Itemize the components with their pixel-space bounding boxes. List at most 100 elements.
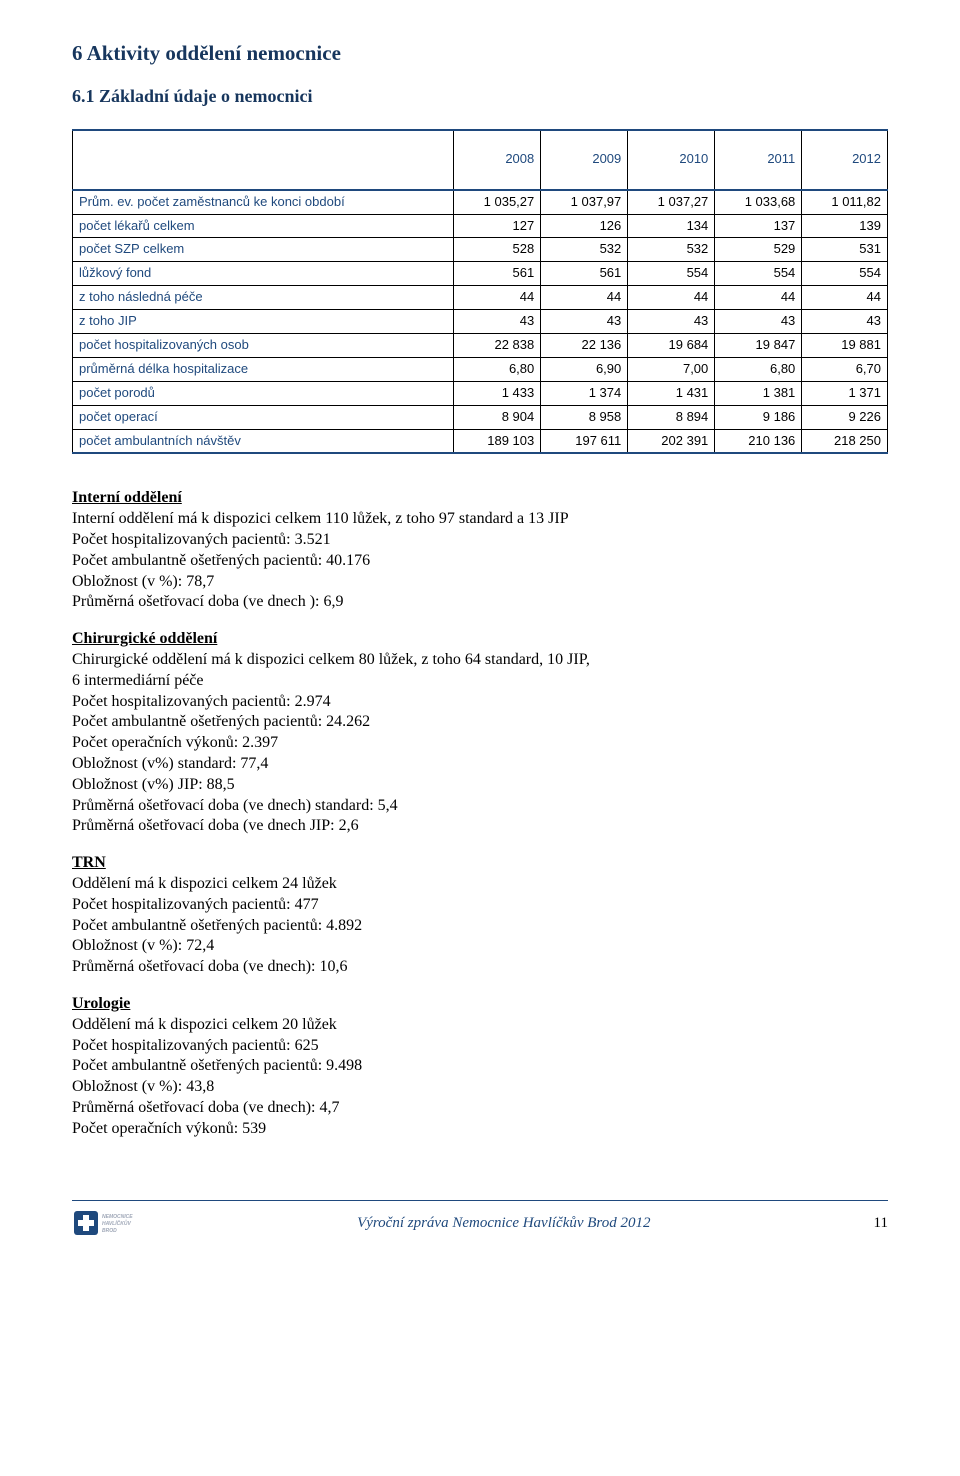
table-cell: 6,80: [715, 357, 802, 381]
section-line: Oddělení má k dispozici celkem 20 lůžek: [72, 1015, 888, 1036]
page-footer: NEMOCNICE HAVLÍČKŮV BROD Výroční zpráva …: [72, 1200, 888, 1241]
table-cell: 1 033,68: [715, 190, 802, 214]
table-cell: 22 838: [454, 334, 541, 358]
table-cell: 197 611: [541, 429, 628, 453]
section-line: Počet operačních výkonů: 2.397: [72, 733, 888, 754]
section-line: Průměrná ošetřovací doba (ve dnech): 4,7: [72, 1098, 888, 1119]
table-cell: 554: [628, 262, 715, 286]
table-cell: 210 136: [715, 429, 802, 453]
section-title: TRN: [72, 853, 888, 874]
section-line: Interní oddělení má k dispozici celkem 1…: [72, 509, 888, 530]
table-row: Prům. ev. počet zaměstnanců ke konci obd…: [73, 190, 888, 214]
table-cell: 8 958: [541, 405, 628, 429]
table-cell: 44: [628, 286, 715, 310]
table-cell: 137: [715, 214, 802, 238]
table-cell: 127: [454, 214, 541, 238]
table-cell: 1 374: [541, 381, 628, 405]
table-cell: 6,70: [802, 357, 888, 381]
section-line: Obložnost (v %): 43,8: [72, 1077, 888, 1098]
table-row: počet lékařů celkem127126134137139: [73, 214, 888, 238]
table-cell: počet ambulantních návštěv: [73, 429, 454, 453]
section-line: Průměrná ošetřovací doba (ve dnech): 10,…: [72, 957, 888, 978]
table-row: průměrná délka hospitalizace6,806,907,00…: [73, 357, 888, 381]
table-cell: 1 433: [454, 381, 541, 405]
table-cell: 561: [541, 262, 628, 286]
table-cell: 1 037,27: [628, 190, 715, 214]
table-header-cell: [73, 130, 454, 190]
section-line: Počet hospitalizovaných pacientů: 3.521: [72, 530, 888, 551]
table-row: lůžkový fond561561554554554: [73, 262, 888, 286]
hospital-logo-icon: NEMOCNICE HAVLÍČKŮV BROD: [72, 1207, 134, 1241]
section-urologie: Urologie Oddělení má k dispozici celkem …: [72, 994, 888, 1140]
table-cell: počet operací: [73, 405, 454, 429]
table-cell: Prům. ev. počet zaměstnanců ke konci obd…: [73, 190, 454, 214]
section-trn: TRN Oddělení má k dispozici celkem 24 lů…: [72, 853, 888, 978]
table-cell: 1 431: [628, 381, 715, 405]
table-cell: 43: [454, 310, 541, 334]
table-cell: počet hospitalizovaných osob: [73, 334, 454, 358]
section-line: Obložnost (v%) standard: 77,4: [72, 754, 888, 775]
table-row: počet ambulantních návštěv189 103197 611…: [73, 429, 888, 453]
table-cell: lůžkový fond: [73, 262, 454, 286]
table-row: počet hospitalizovaných osob22 83822 136…: [73, 334, 888, 358]
section-line: Počet operačních výkonů: 539: [72, 1119, 888, 1140]
table-cell: z toho následná péče: [73, 286, 454, 310]
section-line: Počet ambulantně ošetřených pacientů: 4.…: [72, 916, 888, 937]
section-line: Počet ambulantně ošetřených pacientů: 40…: [72, 551, 888, 572]
table-cell: 218 250: [802, 429, 888, 453]
table-cell: 1 371: [802, 381, 888, 405]
table-cell: průměrná délka hospitalizace: [73, 357, 454, 381]
table-cell: 1 035,27: [454, 190, 541, 214]
table-cell: 9 186: [715, 405, 802, 429]
heading-2: 6.1 Základní údaje o nemocnici: [72, 85, 888, 108]
section-line: Počet ambulantně ošetřených pacientů: 24…: [72, 712, 888, 733]
table-cell: 532: [541, 238, 628, 262]
table-cell: 44: [454, 286, 541, 310]
table-cell: 6,80: [454, 357, 541, 381]
section-line: Obložnost (v %): 78,7: [72, 572, 888, 593]
svg-text:BROD: BROD: [102, 1228, 117, 1234]
section-line: Průměrná ošetřovací doba (ve dnech) stan…: [72, 796, 888, 817]
table-cell: 139: [802, 214, 888, 238]
table-header-cell: 2012: [802, 130, 888, 190]
section-line: Obložnost (v %): 72,4: [72, 936, 888, 957]
table-cell: 44: [715, 286, 802, 310]
table-cell: 532: [628, 238, 715, 262]
table-cell: 1 011,82: [802, 190, 888, 214]
table-cell: 1 381: [715, 381, 802, 405]
table-cell: 19 881: [802, 334, 888, 358]
table-cell: 134: [628, 214, 715, 238]
section-line: Počet ambulantně ošetřených pacientů: 9.…: [72, 1056, 888, 1077]
table-cell: 44: [802, 286, 888, 310]
svg-text:HAVLÍČKŮV: HAVLÍČKŮV: [102, 1219, 131, 1227]
table-cell: počet lékařů celkem: [73, 214, 454, 238]
stats-table: 20082009201020112012 Prům. ev. počet zam…: [72, 129, 888, 455]
table-cell: 22 136: [541, 334, 628, 358]
table-cell: 7,00: [628, 357, 715, 381]
table-cell: 43: [802, 310, 888, 334]
table-cell: z toho JIP: [73, 310, 454, 334]
table-header-cell: 2008: [454, 130, 541, 190]
table-cell: 43: [715, 310, 802, 334]
section-line: Průměrná ošetřovací doba (ve dnech ): 6,…: [72, 592, 888, 613]
table-cell: 554: [715, 262, 802, 286]
table-cell: 554: [802, 262, 888, 286]
table-header-cell: 2009: [541, 130, 628, 190]
table-cell: 43: [541, 310, 628, 334]
table-cell: 44: [541, 286, 628, 310]
section-line: Počet hospitalizovaných pacientů: 477: [72, 895, 888, 916]
heading-1: 6 Aktivity oddělení nemocnice: [72, 40, 888, 67]
table-header-cell: 2011: [715, 130, 802, 190]
table-cell: 9 226: [802, 405, 888, 429]
table-row: počet porodů1 4331 3741 4311 3811 371: [73, 381, 888, 405]
table-cell: 8 904: [454, 405, 541, 429]
table-cell: počet SZP celkem: [73, 238, 454, 262]
table-cell: 19 847: [715, 334, 802, 358]
table-row: z toho následná péče4444444444: [73, 286, 888, 310]
table-header-cell: 2010: [628, 130, 715, 190]
section-title: Urologie: [72, 994, 888, 1015]
footer-text: Výroční zpráva Nemocnice Havlíčkův Brod …: [134, 1214, 874, 1234]
section-line: 6 intermediární péče: [72, 671, 888, 692]
section-chirurgicke: Chirurgické oddělení Chirurgické oddělen…: [72, 629, 888, 837]
page-number: 11: [874, 1214, 888, 1234]
